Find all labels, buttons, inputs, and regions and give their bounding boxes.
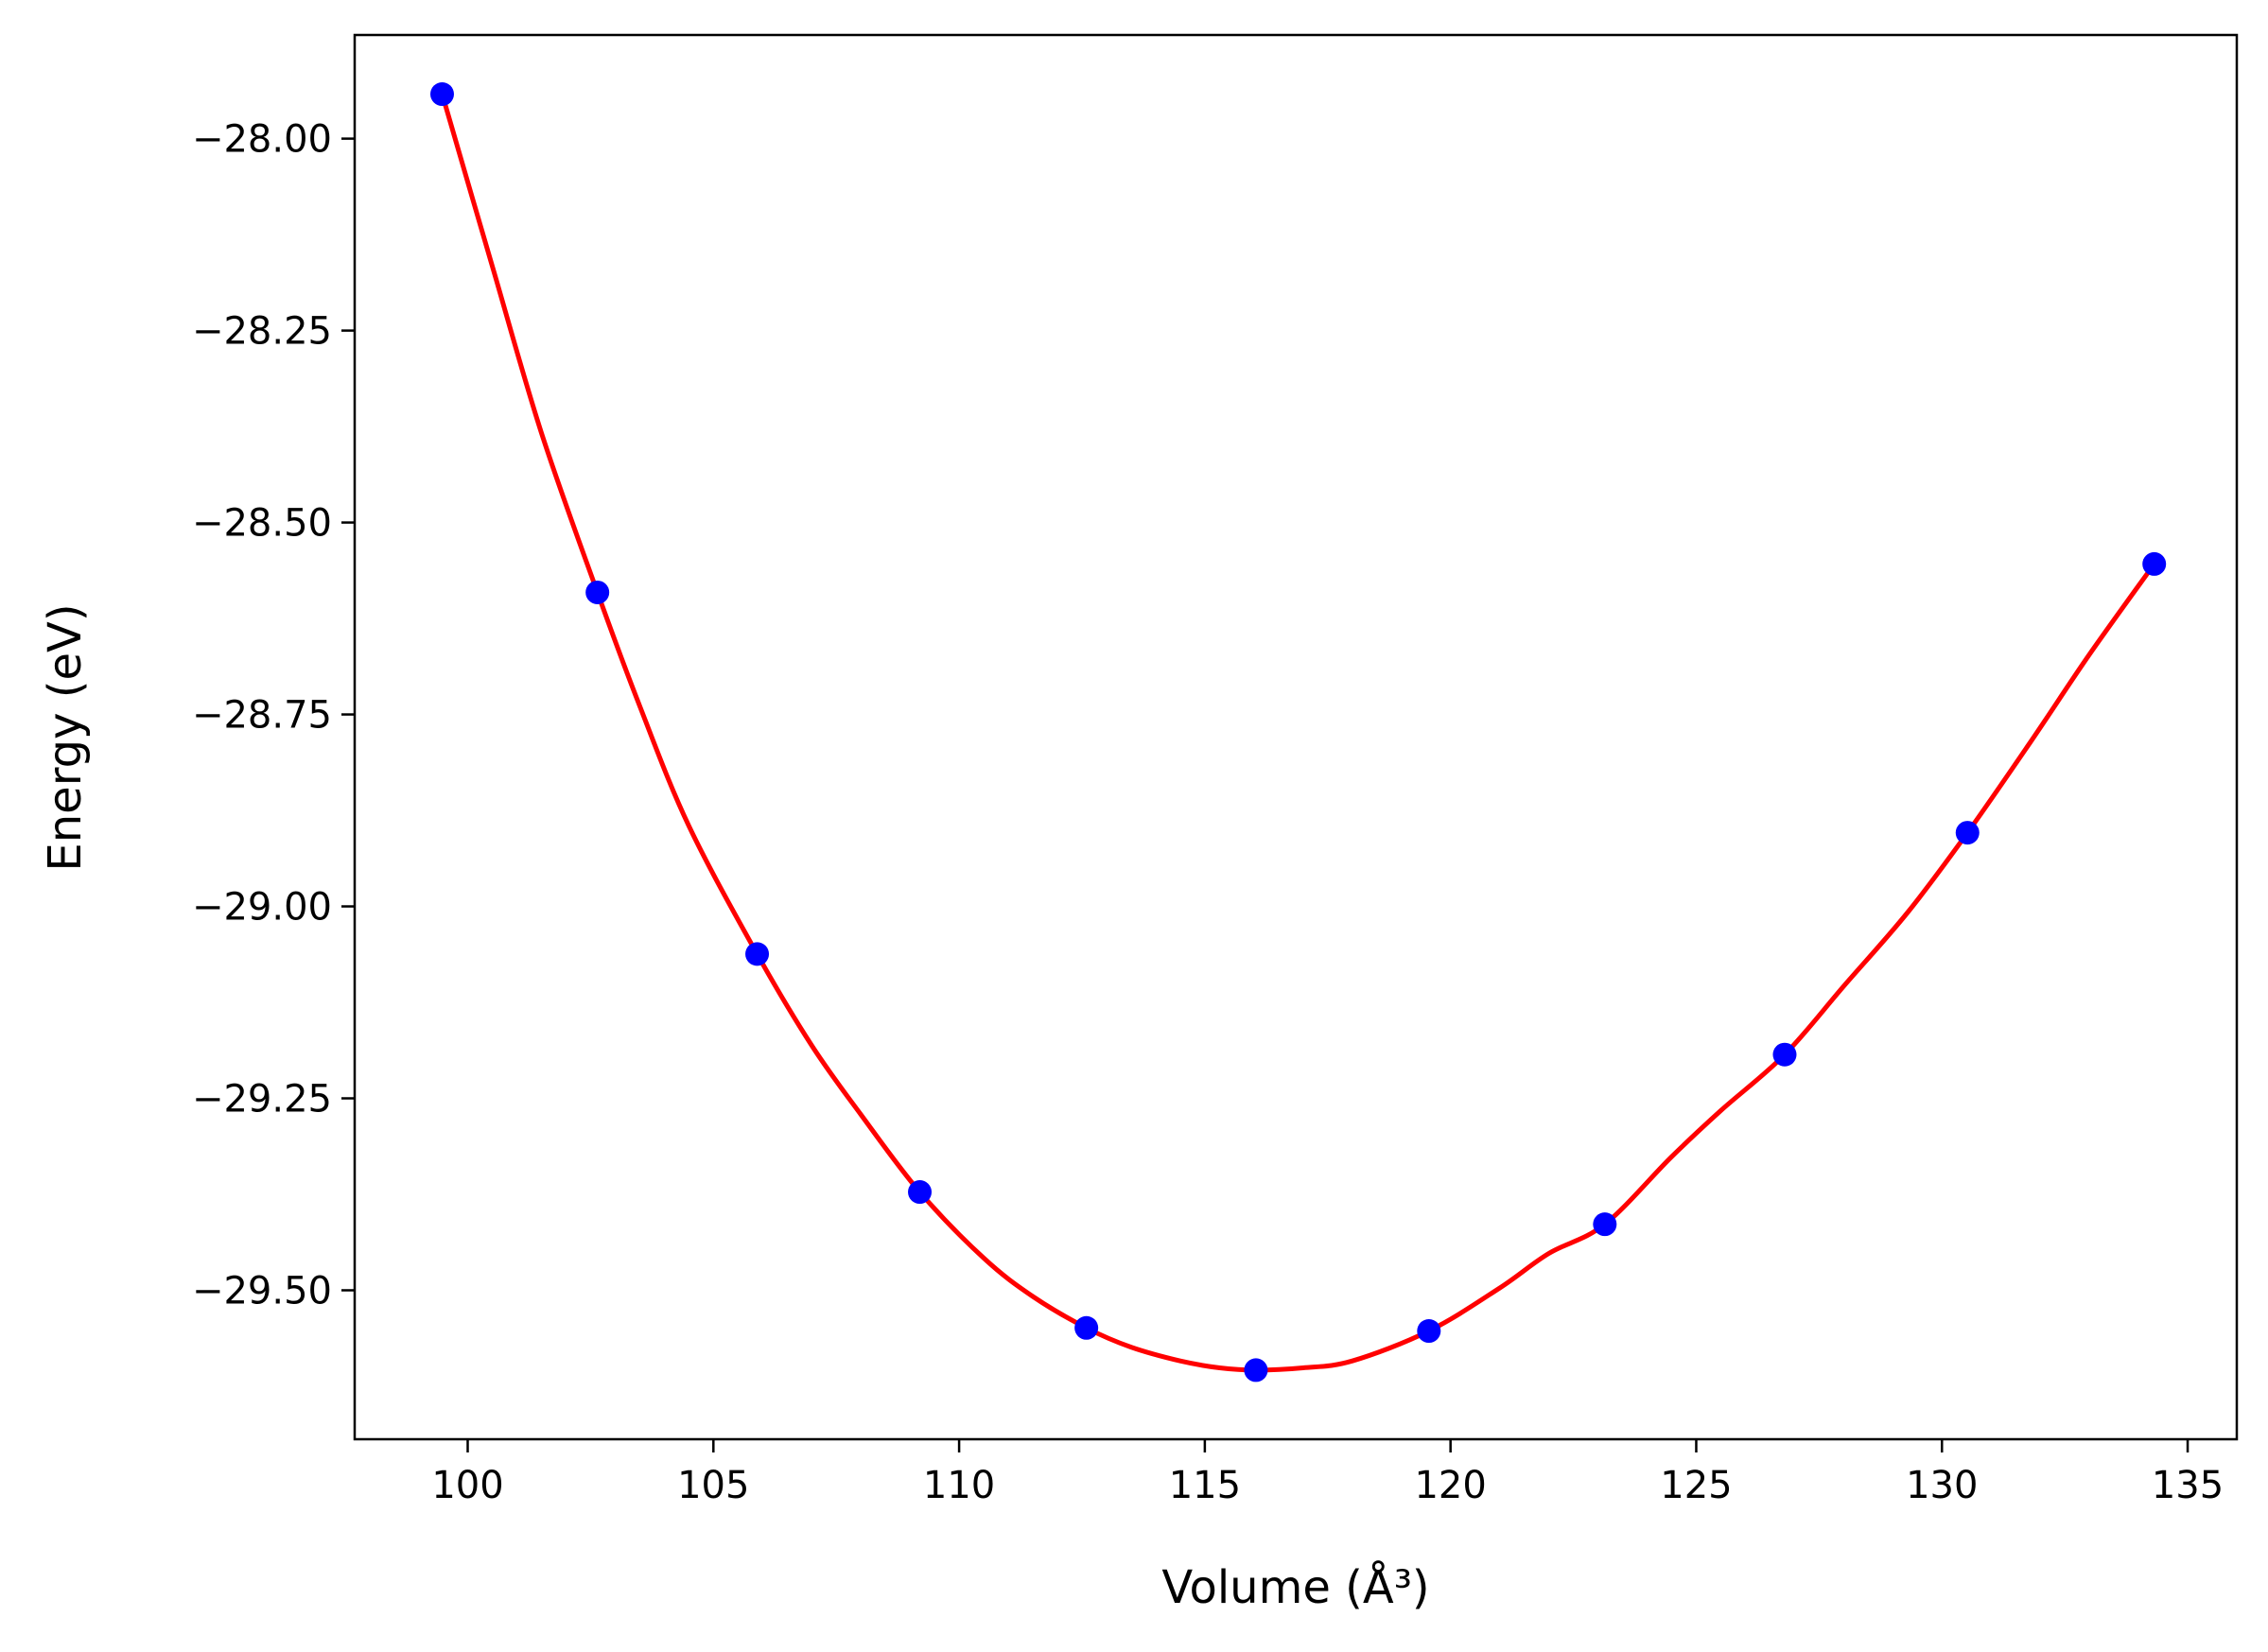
y-tick-label: −29.25 <box>192 1078 332 1122</box>
x-tick-label: 100 <box>431 1464 503 1507</box>
data-points <box>429 82 2167 1382</box>
x-axis-label: Volume (Å³) <box>1161 1560 1429 1614</box>
x-tick-label: 115 <box>1169 1464 1241 1507</box>
x-tick-label: 130 <box>1906 1464 1978 1507</box>
data-point <box>429 82 454 107</box>
y-tick-label: −28.00 <box>192 118 332 162</box>
y-tick-label: −29.50 <box>192 1269 332 1313</box>
data-point <box>1593 1212 1617 1237</box>
x-tick-label: 110 <box>923 1464 995 1507</box>
x-tick-label: 120 <box>1414 1464 1486 1507</box>
y-tick-label: −29.00 <box>192 886 332 930</box>
data-point <box>2142 551 2167 576</box>
fit-curve <box>440 92 2157 1373</box>
data-point <box>1955 821 1980 845</box>
data-point <box>1074 1315 1099 1340</box>
y-tick-label: −28.75 <box>192 694 332 738</box>
y-tick-label: −28.25 <box>192 310 332 354</box>
data-point <box>1417 1319 1441 1344</box>
y-axis-ticks: −28.00 −28.25 −28.50 −28.75 −29.00 −29.25 −29.… <box>192 118 355 1313</box>
data-point <box>1772 1042 1797 1067</box>
x-tick-label: 105 <box>677 1464 749 1507</box>
x-axis-ticks: 100 105 110 115 120 125 130 135 <box>431 1439 2224 1507</box>
x-tick-label: 135 <box>2152 1464 2224 1507</box>
y-tick-label: −28.50 <box>192 502 332 546</box>
data-point <box>908 1180 933 1205</box>
data-point <box>1244 1358 1268 1382</box>
data-point <box>585 580 610 604</box>
plot-frame <box>353 33 2239 1441</box>
data-point <box>745 942 770 966</box>
y-axis-label: Energy (eV) <box>39 603 92 871</box>
x-tick-label: 125 <box>1660 1464 1732 1507</box>
